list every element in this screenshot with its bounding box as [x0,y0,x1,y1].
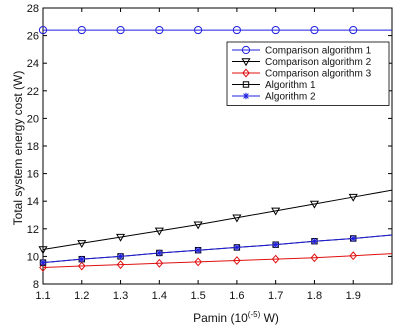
x-tick-label: 1.4 [152,290,167,302]
data-point [77,240,87,248]
asterisk-stroke [40,259,46,266]
y-tick-label: 28 [27,3,39,15]
data-point [194,246,202,254]
data-point [348,193,358,202]
x-tick-label: 1.5 [190,290,205,302]
x-tick-label: 1.8 [307,290,322,302]
data-point [310,25,319,35]
data-point [154,227,164,236]
data-point [38,246,48,255]
series-1 [38,25,392,35]
data-point [271,207,281,216]
legend-label: Algorithm 2 [265,92,316,103]
x-axis-label-main: Pamin (10 [193,311,248,325]
data-point [117,253,124,260]
data-point [233,244,241,251]
data-point [310,253,319,263]
asterisk-stroke [79,256,85,262]
y-tick-label: 14 [27,196,39,208]
legend-entry: Comparison algorithm 1 [232,46,372,57]
legend-entry: Algorithm 1 [232,80,316,91]
legend-marker [242,68,250,78]
legend-marker [241,45,251,55]
data-point [194,257,202,267]
y-tick-label: 24 [27,58,39,70]
data-point [77,25,86,35]
asterisk-stroke [234,244,240,251]
y-tick-label: 12 [27,224,39,236]
data-point [39,259,47,266]
y-tick-label: 20 [27,113,39,125]
data-point [194,25,203,35]
data-point [115,233,126,242]
x-axis-label: Pamin (10(-5) W) [193,310,279,325]
series-line [42,189,393,250]
data-point [38,25,48,35]
x-axis-label-exponent: (-5) [248,310,261,319]
legend-box [226,41,390,106]
legend-marker [242,92,250,100]
series-2 [38,189,393,255]
legend-marker [241,58,251,67]
data-point [349,251,358,261]
asterisk-stroke [117,253,124,260]
x-tick-label: 1.3 [113,290,128,302]
series-5 [39,234,393,266]
legend-entry: Comparison algorithm 3 [232,69,372,80]
asterisk-stroke [311,238,318,244]
legend-marker [242,81,250,88]
data-point [232,214,242,223]
y-tick-label: 10 [27,251,39,263]
series-line [42,253,393,268]
asterisk-stroke [243,93,249,99]
asterisk-stroke [272,241,279,248]
asterisk-stroke [195,247,201,253]
data-point [155,258,164,268]
y-axis-label: Total system energy cost (W) [11,71,25,226]
data-point [78,255,85,263]
x-tick-label: 1.1 [35,290,50,302]
legend-entry: Algorithm 2 [232,92,316,103]
data-point [311,238,318,245]
x-tick-label: 1.6 [229,290,244,302]
asterisk-stroke [350,235,356,242]
y-tick-label: 22 [27,86,39,98]
data-point [233,256,241,266]
y-tick-label: 16 [27,169,39,181]
data-point [271,25,280,35]
x-axis-label-tail: W) [260,311,279,325]
legend-label: Comparison algorithm 2 [265,57,372,68]
data-point [77,261,86,271]
x-tick-label: 1.9 [346,290,361,302]
series-line [42,234,393,264]
series-layer [38,25,393,272]
axis-ticks: 1.1 1.2 1.3 1.4 1.5 1.6 1.7 1.8 1.9 8 10 12 14 16 18 20… [27,3,392,302]
data-point [309,200,320,209]
series-3 [39,251,393,272]
data-point [156,249,163,257]
data-point [272,241,279,248]
x-tick-label: 1.2 [74,290,89,302]
data-point [350,235,357,242]
data-point [193,221,203,230]
y-tick-label: 26 [27,31,39,43]
data-point [39,262,47,272]
data-point [116,260,125,270]
data-point [349,25,358,35]
asterisk-stroke [156,250,163,256]
legend-entry: Comparison algorithm 2 [232,57,372,68]
legend-label: Comparison algorithm 3 [265,69,372,80]
data-point [155,25,164,35]
y-tick-label: 8 [33,279,39,291]
y-tick-label: 18 [27,141,39,153]
legend-label: Comparison algorithm 1 [265,46,372,57]
data-point [232,25,241,35]
legend-label: Algorithm 1 [265,80,316,91]
data-point [271,254,280,264]
data-point [116,25,125,35]
x-tick-label: 1.7 [268,290,283,302]
